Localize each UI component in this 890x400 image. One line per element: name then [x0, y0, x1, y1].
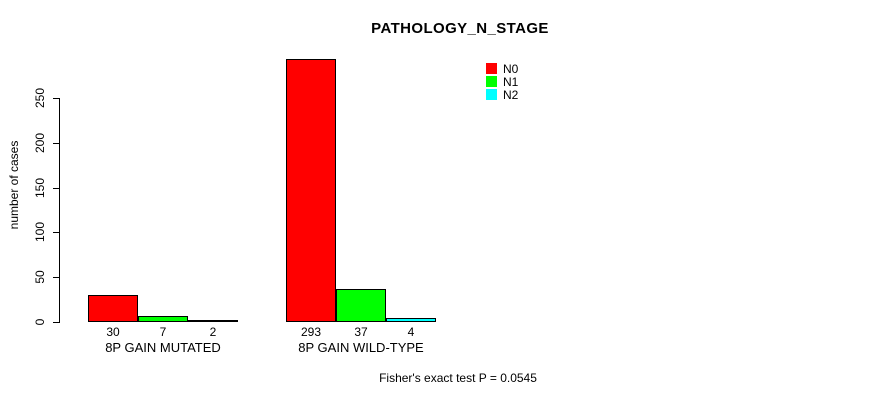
legend-label: N2: [503, 87, 519, 102]
bar-n0-group0: [88, 295, 138, 322]
y-axis-tick-label: 100: [33, 221, 47, 243]
legend-item: N0: [486, 62, 518, 75]
y-axis-tick: [53, 232, 59, 233]
y-axis-tick: [53, 277, 59, 278]
bar-n0-group1: [286, 59, 336, 322]
y-axis-tick: [53, 188, 59, 189]
bar-value-label: 30: [106, 325, 120, 339]
x-category-label: 8P GAIN WILD-TYPE: [298, 340, 424, 355]
chart-title: PATHOLOGY_N_STAGE: [371, 20, 549, 37]
y-axis-tick-label: 250: [33, 87, 47, 109]
bar-value-label: 293: [300, 325, 322, 339]
y-axis-tick: [53, 98, 59, 99]
legend-item: N1: [486, 75, 518, 88]
bar-n1-group1: [336, 289, 386, 322]
bar-value-label: 4: [407, 325, 415, 339]
legend-color-swatch: [486, 76, 497, 87]
bar-value-label: 37: [354, 325, 368, 339]
legend: N0 N1 N2: [486, 62, 518, 101]
bar-value-label: 2: [209, 325, 217, 339]
legend-color-swatch: [486, 63, 497, 74]
legend-color-swatch: [486, 89, 497, 100]
legend-label: N0: [503, 61, 519, 76]
y-axis-tick-label: 150: [33, 177, 47, 199]
y-axis-line: [59, 98, 60, 323]
bar-value-label: 7: [159, 325, 167, 339]
y-axis-tick: [53, 143, 59, 144]
y-axis-tick-label: 0: [33, 318, 47, 326]
bar-n1-group0: [138, 316, 188, 322]
legend-item: N2: [486, 88, 518, 101]
x-category-label: 8P GAIN MUTATED: [105, 340, 221, 355]
bar-n2-group1: [386, 318, 436, 322]
y-axis-tick-label: 50: [33, 270, 47, 284]
legend-label: N1: [503, 74, 519, 89]
stats-footer: Fisher's exact test P = 0.0545: [379, 371, 537, 385]
y-axis-tick: [53, 322, 59, 323]
bar-n2-group0: [188, 320, 238, 322]
y-axis-tick-label: 200: [33, 132, 47, 154]
